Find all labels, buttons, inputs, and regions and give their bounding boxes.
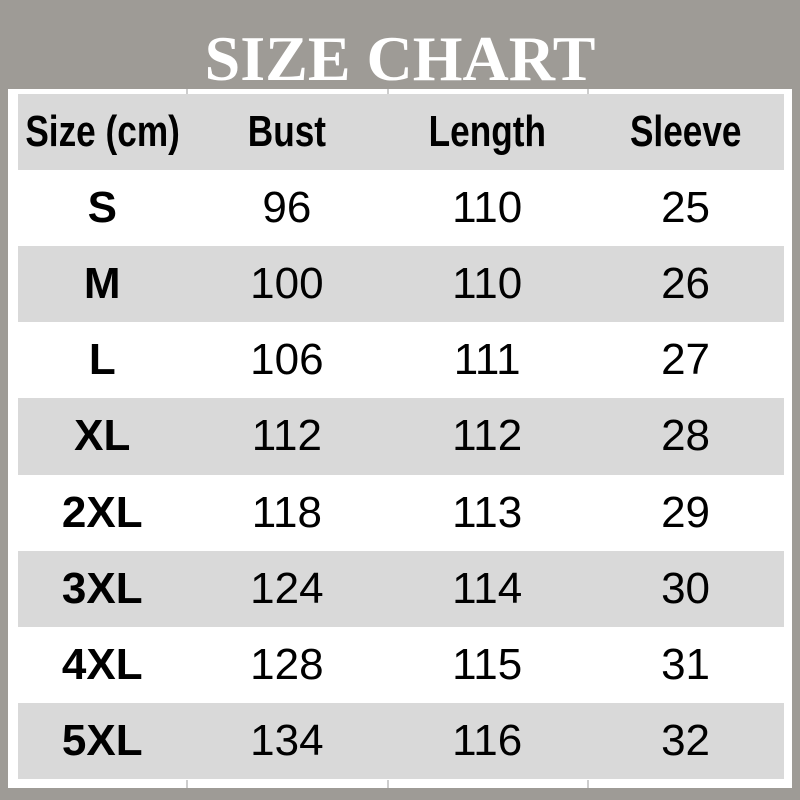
sleeve-cell: 26 — [661, 259, 711, 309]
sleeve-cell: 31 — [661, 639, 711, 689]
size-cell: 4XL — [61, 639, 143, 689]
bust-cell: 118 — [251, 487, 322, 537]
table-row-2xl: 2XL 118 113 29 — [18, 474, 784, 551]
length-cell: 111 — [453, 335, 521, 385]
column-tick — [387, 89, 389, 94]
table-row-4xl: 4XL 128 115 31 — [18, 626, 784, 703]
size-table: Size (cm) Bust Length Sleeve S 96 110 25 M 100 110… — [18, 94, 784, 779]
bust-cell: 100 — [250, 259, 324, 309]
length-cell: 110 — [452, 183, 523, 233]
sleeve-cell: 27 — [661, 335, 711, 385]
length-cell: 112 — [452, 411, 523, 461]
column-tick — [186, 89, 188, 94]
size-cell: 3XL — [61, 563, 143, 613]
page-title: SIZE CHART — [204, 23, 596, 94]
size-chart-panel: Size (cm) Bust Length Sleeve S 96 110 25 M 100 110… — [8, 89, 792, 788]
sleeve-cell: 28 — [661, 411, 711, 461]
length-cell: 113 — [452, 487, 523, 537]
header-cell-bust: Bust — [187, 94, 388, 170]
bust-cell: 96 — [262, 183, 312, 233]
column-tick — [387, 780, 389, 788]
bust-cell: 124 — [250, 563, 324, 613]
table-row-xl: XL 112 112 28 — [18, 398, 784, 475]
title-area: SIZE CHART — [0, 0, 800, 94]
header-cell-length: Length — [387, 94, 587, 170]
length-cell: 110 — [452, 259, 523, 309]
bust-cell: 134 — [250, 715, 324, 765]
sleeve-cell: 32 — [661, 715, 711, 765]
column-tick — [587, 780, 589, 788]
size-cell: L — [88, 335, 116, 385]
table-row-5xl: 5XL 134 116 32 — [18, 702, 784, 779]
sleeve-cell: 25 — [661, 183, 711, 233]
header-label-bust: Bust — [247, 107, 326, 157]
sleeve-cell: 30 — [661, 563, 711, 613]
bust-cell: 112 — [251, 411, 322, 461]
length-cell: 114 — [452, 563, 523, 613]
length-cell: 116 — [452, 715, 523, 765]
table-row-l: L 106 111 27 — [18, 322, 784, 399]
header-cell-sleeve: Sleeve — [587, 94, 784, 170]
table-row-3xl: 3XL 124 114 30 — [18, 550, 784, 627]
table-row-m: M 100 110 26 — [18, 246, 784, 323]
table-row-s: S 96 110 25 — [18, 170, 784, 247]
size-cell: S — [87, 183, 117, 233]
bust-cell: 128 — [250, 639, 324, 689]
size-cell: XL — [74, 411, 131, 461]
header-label-sleeve: Sleeve — [629, 107, 742, 157]
size-cell: 2XL — [61, 487, 143, 537]
bust-cell: 106 — [250, 335, 324, 385]
sleeve-cell: 29 — [661, 487, 711, 537]
size-cell: 5XL — [61, 715, 143, 765]
column-tick — [186, 780, 188, 788]
header-label-length: Length — [428, 107, 546, 157]
column-tick — [587, 89, 589, 94]
length-cell: 115 — [452, 639, 523, 689]
header-label-size: Size (cm) — [24, 107, 180, 157]
size-cell: M — [83, 259, 121, 309]
header-cell-size: Size (cm) — [18, 94, 187, 170]
table-header-row: Size (cm) Bust Length Sleeve — [18, 94, 784, 171]
